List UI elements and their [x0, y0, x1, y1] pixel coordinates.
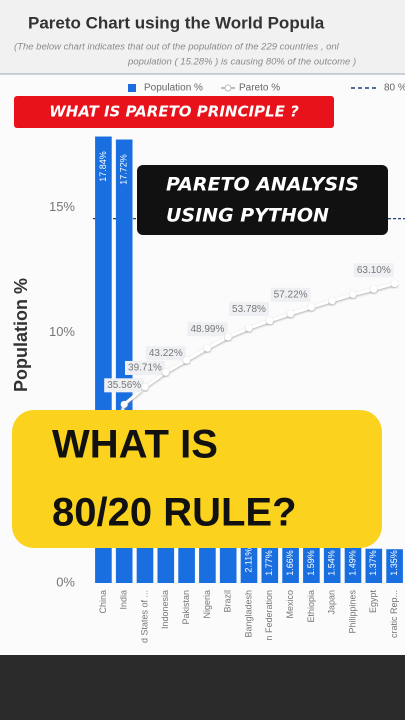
bar	[323, 544, 341, 583]
x-tick-label: Japan	[327, 590, 337, 615]
legend-label: Pareto %	[239, 83, 280, 94]
callout	[12, 410, 382, 548]
pareto-point	[266, 317, 274, 325]
y-tick-label: 10%	[49, 324, 75, 339]
subtitle: population ( 15.28% ) is causing 80% of …	[127, 57, 356, 68]
x-tick-label: cratic Rep...	[389, 590, 399, 638]
x-tick-label: China	[98, 590, 108, 614]
bar-value-label: 1.35%	[389, 550, 399, 576]
header-bg	[0, 0, 405, 74]
pareto-point	[224, 333, 232, 341]
box-text: PARETO ANALYSIS	[166, 174, 359, 196]
label-bg	[125, 360, 165, 375]
bar-value-label: 1.77%	[264, 550, 274, 576]
label-bg	[270, 287, 311, 302]
label-bg	[353, 263, 394, 278]
x-tick-label: Philippines	[347, 590, 357, 634]
label-bg	[187, 322, 228, 337]
pareto-point	[162, 368, 170, 376]
pareto-point	[328, 297, 336, 305]
x-tick-label: Egypt	[368, 590, 378, 614]
bar	[303, 543, 320, 583]
pareto-value-label: 39.71%	[128, 363, 162, 374]
bar-value-label: 1.54%	[327, 550, 337, 576]
x-tick-label: n Federation	[264, 590, 274, 641]
bar	[386, 549, 403, 583]
bar-value-label: 1.49%	[347, 550, 357, 576]
pareto-point	[120, 400, 128, 408]
x-tick-label: Mexico	[285, 590, 295, 619]
x-tick-label: Pakistan	[181, 590, 191, 625]
pareto-point	[349, 291, 357, 299]
bar-value-label: 2.11%	[243, 548, 253, 573]
pareto-value-label: 57.22%	[274, 289, 308, 300]
legend-swatch	[128, 84, 136, 92]
label-bg	[145, 346, 186, 361]
y-axis-label: Population %	[11, 278, 31, 392]
pareto-value-label: 53.78%	[232, 304, 266, 315]
box	[137, 165, 388, 235]
y-tick-label: 15%	[49, 199, 75, 214]
pareto-point	[141, 383, 149, 391]
bar-value-label: 17.72%	[119, 154, 129, 185]
pareto-point	[391, 280, 399, 288]
pareto-point	[183, 356, 191, 364]
footer-bar	[0, 655, 405, 720]
bar-value-label: 1.37%	[368, 550, 378, 576]
x-tick-label: Brazil	[223, 590, 233, 613]
banner	[14, 96, 334, 128]
bar-value-label: 1.66%	[285, 550, 295, 576]
pareto-point	[203, 344, 211, 352]
subtitle: (The below chart indicates that out of t…	[14, 42, 340, 53]
pareto-value-label: 63.10%	[357, 265, 391, 276]
pareto-value-label: 35.56%	[107, 380, 141, 391]
legend-label: Population %	[144, 83, 203, 94]
label-bg	[229, 302, 269, 317]
pareto-point	[307, 303, 315, 311]
x-tick-label: Nigeria	[202, 590, 212, 619]
bar	[344, 545, 362, 583]
x-tick-label: d States of ...	[139, 590, 149, 643]
x-tick-label: Indonesia	[160, 590, 170, 629]
chart-title: Pareto Chart using the World Popula	[28, 13, 325, 32]
y-tick-label: 0%	[56, 574, 75, 589]
label-bg	[104, 378, 145, 393]
pareto-point	[287, 310, 295, 318]
banner-text: WHAT IS PARETO PRINCIPLE ?	[49, 103, 299, 121]
x-tick-label: Bangladesh	[243, 590, 253, 638]
callout-text: 80/20 RULE?	[52, 491, 297, 535]
pareto-point	[245, 324, 253, 332]
x-tick-label: Ethiopia	[306, 590, 316, 623]
bar-value-label: 1.59%	[306, 550, 316, 576]
pareto-value-label: 43.22%	[149, 348, 183, 359]
pareto-point	[370, 285, 378, 293]
callout-text: WHAT IS	[52, 423, 218, 467]
x-tick-label: India	[119, 590, 129, 610]
bar	[365, 548, 383, 583]
bar	[261, 538, 279, 583]
legend-swatch	[224, 84, 232, 92]
pareto-value-label: 48.99%	[190, 324, 224, 335]
legend-label: 80 % thresho	[384, 83, 405, 94]
box-text: USING PYTHON	[166, 205, 329, 227]
bar	[282, 541, 299, 583]
bar-value-label: 17.84%	[98, 151, 108, 182]
